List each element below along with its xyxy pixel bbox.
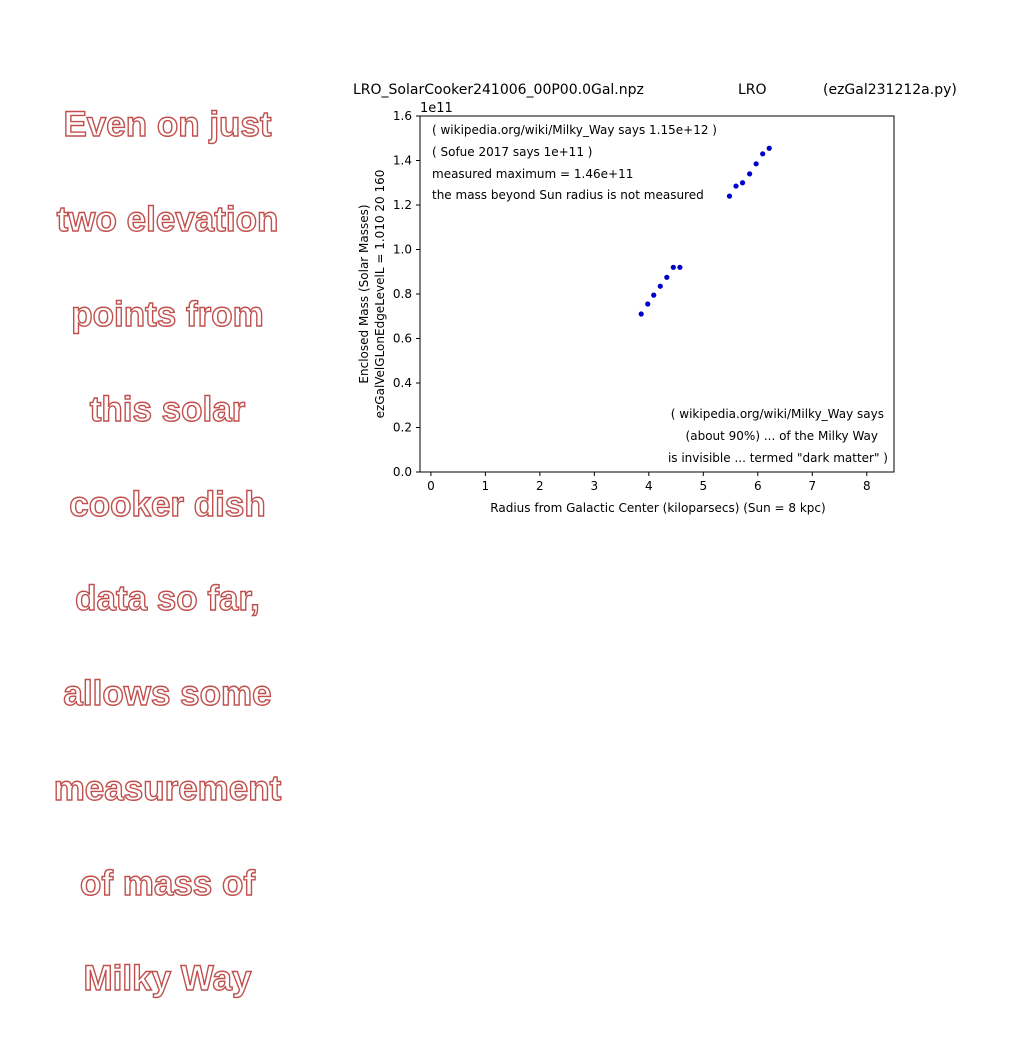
y-tick-label: 1.4 [393,154,412,168]
y-axis-label: Enclosed Mass (Solar Masses) [357,204,371,383]
data-point [664,274,670,280]
chart-header-file: LRO_SolarCooker241006_00P00.0Gal.npz [353,82,644,98]
data-point [726,193,733,199]
data-point [753,161,759,167]
y-tick-label: 0.6 [393,332,412,346]
annotation-block-top: ( wikipedia.org/wiki/Milky_Way says 1.15… [432,123,717,202]
x-tick-label: 1 [482,479,490,493]
caption-line: of mass of [79,863,256,903]
annotation-block-bottom: ( wikipedia.org/wiki/Milky_Way says (abo… [668,407,888,465]
caption-line: data so far, [74,579,260,619]
annotation-text: measured maximum = 1.46e+11 [432,167,633,181]
y-tick-label: 0.0 [393,465,412,479]
data-point [760,151,766,157]
data-point [677,264,683,270]
annotation-text: is invisible ... termed "dark matter" ) [668,451,888,465]
annotation-text: the mass beyond Sun radius is not measur… [432,188,704,202]
x-tick-label: 5 [699,479,707,493]
enclosed-mass-scatter-chart: LRO_SolarCooker241006_00P00.0Gal.npz LRO… [353,82,957,515]
y-axis-multiplier: 1e11 [420,101,453,116]
data-point [670,264,676,270]
y-tick-label: 0.8 [393,287,412,301]
annotation-text: ( wikipedia.org/wiki/Milky_Way says [671,407,884,421]
caption-line: points from [71,294,265,335]
annotation-text: ( Sofue 2017 says 1e+11 ) [432,145,592,159]
chart-header-site: LRO [738,82,767,98]
y-axis-label-secondary: ezGalVelGLonEdgeLevelL = 1.010 20 160 [373,170,387,419]
x-tick-label: 8 [863,479,871,493]
data-point [638,311,644,317]
data-point [766,145,772,151]
data-point [739,180,746,186]
x-tick-label: 6 [754,479,762,493]
y-tick-label: 1.0 [393,243,412,257]
data-point [747,171,753,177]
x-tick-label: 4 [645,479,653,493]
y-tick-label: 1.6 [393,109,412,123]
data-point [645,301,651,307]
x-tick-label: 2 [536,479,544,493]
chart-header-script: (ezGal231212a.py) [823,82,957,98]
y-tick-label: 1.2 [393,198,412,212]
caption-line: this solar [89,389,246,429]
y-tick-label: 0.4 [393,376,412,390]
x-axis-label: Radius from Galactic Center (kiloparsecs… [490,501,825,515]
caption-line: cooker dish [69,484,267,524]
data-point [651,292,657,298]
annotation-text: (about 90%) ... of the Milky Way [686,429,878,443]
data-point [733,183,739,189]
caption-line: Milky Way [83,958,252,998]
caption-line: two elevation [56,200,279,240]
data-point [657,283,663,289]
y-tick-label: 0.2 [393,421,412,435]
caption-line: Even on just [63,105,272,145]
annotation-text: ( wikipedia.org/wiki/Milky_Way says 1.15… [432,123,717,137]
x-tick-label: 0 [427,479,435,493]
caption-line: allows some [63,674,273,714]
plot-marks: 0 1 2 3 4 5 6 7 8 0.0 0.2 0.4 0.6 0.8 1.0 1.2 1.4 1.6 [393,109,871,493]
x-tick-label: 7 [808,479,816,493]
caption-line: measurement [53,768,282,809]
plot-frame [419,115,895,473]
x-tick-label: 3 [591,479,599,493]
